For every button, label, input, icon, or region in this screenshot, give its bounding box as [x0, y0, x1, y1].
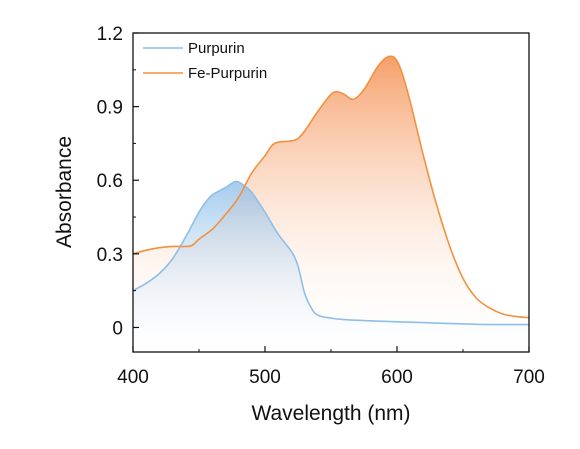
- axes: 400 500 600 700 0 0.3 0.6 0.9 1.2: [97, 24, 545, 388]
- x-tick-label: 500: [249, 367, 281, 388]
- legend-label-fe-purpurin: Fe-Purpurin: [188, 65, 267, 82]
- x-tick-label: 700: [513, 367, 545, 388]
- legend: Purpurin Fe-Purpurin: [143, 40, 267, 82]
- series-line-fe-purpurin: [133, 55, 529, 319]
- y-tick-label: 0: [112, 318, 123, 339]
- y-tick-label: 0.6: [97, 171, 123, 192]
- y-tick-label: 1.2: [97, 24, 123, 45]
- y-tick-label: 0.9: [97, 98, 123, 119]
- series-lines: [133, 55, 529, 326]
- x-tick-label: 400: [117, 367, 149, 388]
- area-fill-purpurin: [133, 181, 529, 352]
- y-axis-title: Absorbance: [53, 136, 76, 248]
- series-line-purpurin: [133, 180, 529, 326]
- y-tick-label: 0.3: [97, 245, 123, 266]
- area-fills: [133, 56, 529, 352]
- x-tick-label: 600: [381, 367, 413, 388]
- x-axis-title: Wavelength (nm): [251, 402, 410, 425]
- legend-label-purpurin: Purpurin: [188, 40, 245, 57]
